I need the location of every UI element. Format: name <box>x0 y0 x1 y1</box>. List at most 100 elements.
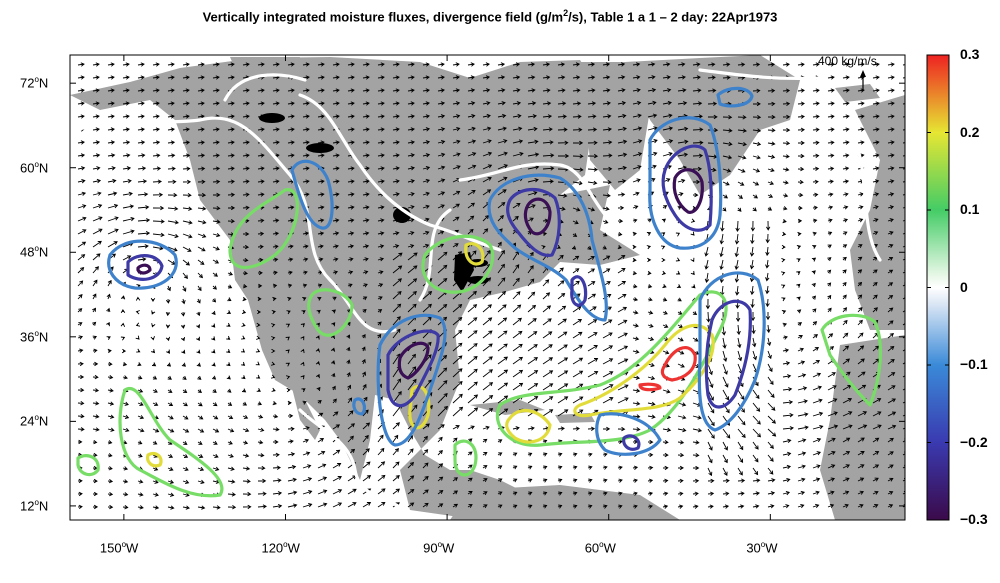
flux-arrow <box>106 336 111 341</box>
flux-arrow <box>77 308 83 313</box>
flux-arrow <box>497 241 502 248</box>
flux-arrow <box>782 114 791 120</box>
flux-arrow <box>271 348 276 354</box>
flux-arrow <box>332 398 337 404</box>
flux-arrow <box>812 62 820 67</box>
flux-arrow <box>92 401 100 406</box>
flux-arrow <box>437 62 445 67</box>
flux-arrow <box>735 220 740 232</box>
flux-arrow <box>782 141 791 146</box>
flux-arrow <box>512 88 521 93</box>
flux-arrow <box>617 205 625 211</box>
flux-arrow <box>587 245 592 250</box>
flux-arrow <box>872 282 878 287</box>
flux-arrow <box>572 268 580 274</box>
flux-arrow <box>722 491 730 496</box>
lon-tick-label: 30oW <box>746 540 778 556</box>
flux-arrow <box>527 357 539 365</box>
flux-arrow <box>377 88 385 93</box>
flux-arrow <box>315 348 320 353</box>
flux-arrow <box>437 463 444 469</box>
flux-arrow <box>77 322 83 327</box>
flux-arrow <box>617 358 629 365</box>
flux-arrow <box>647 75 656 80</box>
flux-arrow <box>542 127 553 132</box>
flux-arrow <box>362 448 370 456</box>
flux-arrow <box>617 126 627 132</box>
flux-arrow <box>752 181 760 186</box>
flux-arrow <box>482 408 494 417</box>
flux-arrow <box>602 153 613 158</box>
flux-arrow <box>271 387 276 392</box>
flux-arrow <box>602 114 612 119</box>
flux-arrow <box>705 298 711 310</box>
flux-arrow <box>452 355 463 365</box>
flux-arrow <box>662 389 671 394</box>
flux-arrow <box>572 306 582 313</box>
flux-arrow <box>512 356 524 365</box>
flux-arrow <box>737 141 747 147</box>
flux-arrow <box>272 465 281 470</box>
flux-arrow <box>737 478 746 483</box>
flux-arrow <box>602 332 613 339</box>
flux-arrow <box>347 114 355 119</box>
flux-arrow <box>77 178 86 184</box>
flux-arrow <box>392 448 399 456</box>
flux-arrow <box>467 464 473 469</box>
flux-arrow <box>332 114 340 119</box>
flux-arrow <box>887 411 897 417</box>
flux-arrow <box>317 205 325 210</box>
flux-arrow <box>482 228 489 235</box>
flux-arrow <box>332 296 337 301</box>
flux-arrow <box>812 503 820 508</box>
flux-arrow <box>767 101 776 107</box>
flux-arrow <box>197 505 206 510</box>
flux-arrow <box>315 373 320 379</box>
flux-arrow <box>752 491 760 496</box>
flux-arrow <box>212 206 221 211</box>
flux-arrow <box>152 88 160 93</box>
flux-arrow <box>122 88 130 93</box>
flux-arrow <box>332 153 340 158</box>
zero-contour-line <box>223 73 307 102</box>
flux-arrow <box>407 448 414 456</box>
flux-arrow <box>557 383 569 391</box>
flux-arrow <box>182 88 190 93</box>
positive-contour-0.2 <box>464 242 485 266</box>
flux-arrow <box>827 88 835 93</box>
flux-arrow <box>122 216 135 222</box>
flux-arrow <box>602 127 612 132</box>
flux-arrow <box>317 283 323 288</box>
flux-arrow <box>422 462 429 469</box>
flux-arrow <box>243 231 250 237</box>
flux-arrow <box>497 317 508 326</box>
flux-arrow <box>92 166 101 171</box>
flux-arrow <box>719 259 724 271</box>
flux-arrow <box>167 220 179 225</box>
flux-arrow <box>527 465 533 470</box>
flux-arrow <box>181 362 186 367</box>
flux-arrow <box>857 218 864 223</box>
flux-arrow <box>107 62 115 67</box>
flux-arrow <box>362 409 369 417</box>
negative-contour-0.1 <box>716 86 754 108</box>
flux-arrow <box>482 382 494 391</box>
flux-arrow <box>542 383 554 391</box>
flux-arrow <box>362 88 370 93</box>
flux-arrow <box>782 464 792 470</box>
flux-arrow <box>212 88 220 93</box>
flux-arrow <box>271 336 276 341</box>
flux-arrow <box>317 489 328 495</box>
flux-arrow <box>77 75 85 80</box>
flux-arrow <box>182 389 188 393</box>
flux-arrow <box>422 165 431 171</box>
flux-arrow <box>92 75 100 80</box>
flux-arrow <box>137 505 144 510</box>
flux-arrow <box>257 192 265 197</box>
flux-arrow <box>752 441 759 450</box>
flux-arrow <box>602 319 613 326</box>
flux-arrow <box>107 75 115 80</box>
flux-arrow <box>257 283 263 289</box>
flux-arrow <box>107 504 114 510</box>
flux-arrow <box>92 114 100 119</box>
